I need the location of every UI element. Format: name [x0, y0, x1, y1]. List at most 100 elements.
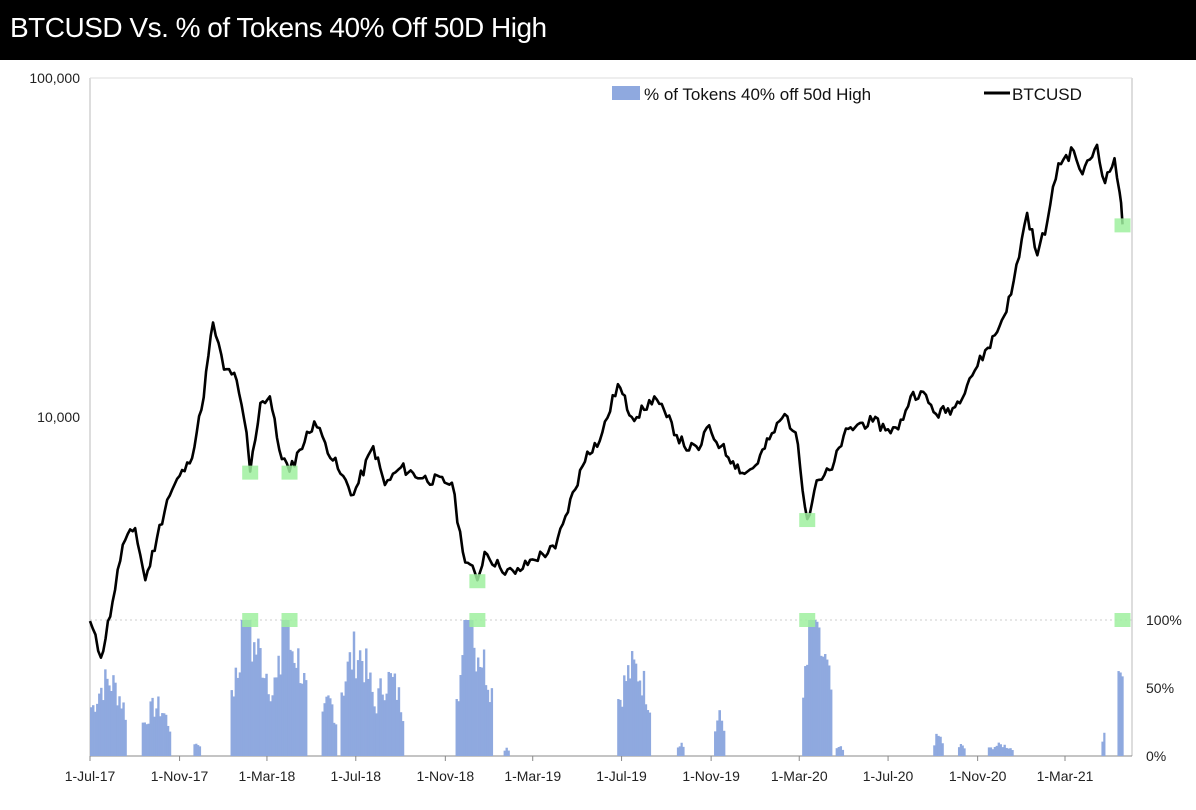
bar-segment-14-1 [837, 747, 841, 756]
bar-segment-1-8 [157, 696, 160, 756]
bar-segment-1-10 [161, 713, 164, 756]
bar-segment-4-4 [281, 620, 284, 756]
bar-segment-12-1 [716, 720, 719, 756]
bar-segment-19-0 [1117, 671, 1120, 756]
bar-segment-3-8 [246, 620, 250, 756]
x-tick-label-5: 1-Mar-19 [504, 768, 561, 784]
bar-segment-1-2 [145, 724, 148, 756]
bar-segment-7-14 [401, 721, 405, 756]
bar-segment-8-5 [465, 620, 468, 756]
bar-segment-4-15 [303, 673, 306, 756]
x-tick-label-2: 1-Mar-18 [239, 768, 296, 784]
bar-segment-17-7 [1001, 747, 1004, 756]
bar-segment-1-9 [159, 716, 162, 756]
bar-segment-0-14 [118, 696, 121, 756]
x-tick-label-0: 1-Jul-17 [65, 768, 116, 784]
highlight-bar-1 [281, 613, 298, 627]
highlight-bar-4 [1114, 613, 1131, 627]
bar-segment-7-5 [383, 700, 386, 756]
bar-segment-3-0 [230, 690, 233, 756]
bar-segment-6-12 [365, 648, 368, 756]
bar-segment-10-15 [646, 710, 650, 756]
y-left-tick-100000: 100,000 [29, 70, 80, 86]
bar-segment-13-5 [812, 620, 815, 756]
bar-segment-1-3 [147, 723, 150, 756]
bar-segment-8-0 [455, 699, 458, 756]
bar-segment-1-7 [155, 708, 158, 756]
bar-segment-7-12 [397, 687, 401, 756]
bar-segment-0-16 [122, 702, 125, 756]
title-bar: BTCUSD Vs. % of Tokens 40% Off 50D High [0, 0, 1196, 60]
bar-segment-8-12 [478, 666, 482, 756]
bar-segment-4-2 [277, 655, 280, 756]
bar-segment-6-14 [369, 672, 372, 756]
bar-segment-7-1 [375, 713, 378, 756]
bar-segment-7-4 [381, 694, 384, 756]
bar-segment-3-19 [269, 701, 272, 756]
bar-segment-13-13 [828, 665, 831, 756]
bar-segment-0-13 [116, 705, 119, 756]
y-left-tick-10000: 10,000 [37, 409, 80, 425]
bar-segment-6-9 [358, 650, 362, 756]
bar-segment-1-0 [141, 722, 145, 756]
bar-segment-15-3 [939, 736, 942, 756]
chart-title: BTCUSD Vs. % of Tokens 40% Off 50D High [10, 12, 547, 43]
bar-segment-10-13 [642, 670, 646, 756]
bar-segment-16-3 [963, 748, 966, 756]
bar-segment-10-2 [621, 706, 624, 756]
bar-segment-14-3 [841, 749, 845, 756]
bar-segment-16-1 [959, 744, 963, 756]
bar-segment-8-11 [477, 657, 480, 756]
chart-plot: 100,000 10,000 100% 50% 0% 1-Jul-17 1-Nov… [29, 70, 1182, 784]
bar-segment-9-1 [505, 747, 508, 756]
bar-segment-5-7 [334, 724, 338, 756]
bar-segment-17-9 [1005, 747, 1008, 756]
bar-segment-3-2 [234, 667, 238, 756]
bar-segment-3-6 [242, 620, 246, 756]
bar-segment-13-8 [818, 627, 821, 756]
bar-segment-10-5 [627, 665, 630, 756]
y-right-tick-100: 100% [1146, 612, 1182, 628]
bar-segment-6-15 [371, 691, 374, 756]
bar-segment-1-14 [168, 731, 172, 756]
x-tick-label-3: 1-Jul-18 [330, 768, 381, 784]
bar-segment-4-16 [305, 680, 308, 756]
legend: % of Tokens 40% off 50d High BTCUSD [612, 85, 1082, 104]
bar-segment-6-1 [342, 695, 345, 756]
bar-segment-6-13 [367, 678, 370, 756]
bar-segment-7-0 [373, 706, 376, 756]
bar-segment-17-8 [1003, 744, 1006, 756]
bar-segment-7-2 [377, 688, 380, 756]
bar-segment-3-4 [238, 672, 242, 756]
bar-segment-11-2 [680, 742, 683, 756]
bar-segment-0-8 [106, 678, 109, 756]
bar-segment-4-12 [297, 648, 300, 756]
bar-segment-0-7 [104, 669, 107, 756]
bar-segment-13-9 [820, 655, 823, 756]
bar-segment-1-6 [153, 716, 156, 756]
bar-segment-8-9 [473, 647, 476, 756]
bar-segment-0-0 [90, 707, 93, 756]
x-tick-label-9: 1-Jul-20 [863, 768, 914, 784]
bar-segment-10-4 [625, 681, 628, 756]
bar-segment-4-5 [283, 620, 286, 756]
x-tick-label-7: 1-Nov-19 [682, 768, 740, 784]
x-tick-label-11: 1-Mar-21 [1037, 768, 1094, 784]
highlight-line-1 [281, 465, 298, 480]
bar-segment-6-0 [340, 692, 343, 756]
bar-segment-3-17 [265, 673, 268, 756]
bar-segment-4-0 [273, 677, 276, 756]
bar-segment-15-4 [941, 743, 944, 756]
bar-segment-8-13 [480, 667, 484, 756]
bar-segment-9-0 [503, 750, 506, 756]
bar-segment-10-12 [640, 695, 644, 756]
bar-segment-1-1 [143, 722, 146, 756]
bar-segment-13-11 [824, 654, 827, 756]
bar-segment-0-1 [92, 705, 95, 756]
bar-segment-7-10 [393, 673, 397, 756]
bar-segment-0-4 [98, 693, 101, 756]
bar-segment-8-16 [486, 689, 490, 756]
bar-segment-13-4 [810, 620, 813, 756]
x-tick-label-4: 1-Nov-18 [417, 768, 475, 784]
bar-segment-6-6 [352, 631, 356, 756]
